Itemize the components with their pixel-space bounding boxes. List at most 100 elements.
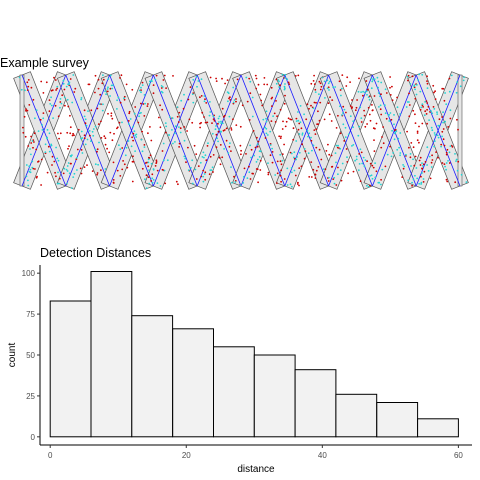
detection-point bbox=[264, 126, 266, 129]
animal-point bbox=[408, 104, 411, 106]
animal-point bbox=[430, 161, 433, 164]
detection-point bbox=[253, 154, 256, 157]
detection-point bbox=[228, 115, 231, 118]
animal-point bbox=[324, 168, 327, 171]
animal-point bbox=[208, 173, 211, 176]
detection-point bbox=[410, 165, 412, 167]
detection-point bbox=[46, 137, 48, 140]
animal-point bbox=[87, 83, 90, 86]
animal-point bbox=[143, 115, 146, 117]
detection-point bbox=[161, 91, 164, 94]
detection-point bbox=[332, 86, 335, 88]
animal-point bbox=[35, 176, 38, 179]
animal-point bbox=[218, 156, 221, 159]
animal-point bbox=[100, 137, 103, 139]
detection-point bbox=[395, 130, 398, 133]
animal-point bbox=[119, 101, 122, 104]
detection-point bbox=[386, 153, 389, 156]
animal-point bbox=[319, 101, 322, 104]
detection-point bbox=[242, 182, 245, 184]
animal-point bbox=[443, 144, 446, 147]
animal-point bbox=[113, 132, 115, 135]
animal-point bbox=[273, 112, 276, 115]
animal-point bbox=[292, 127, 295, 130]
detection-point bbox=[377, 80, 380, 83]
animal-point bbox=[252, 130, 255, 132]
detection-point bbox=[50, 104, 53, 107]
detection-point bbox=[318, 93, 320, 96]
animal-point bbox=[431, 154, 433, 157]
detection-point bbox=[178, 126, 180, 128]
animal-point bbox=[248, 77, 251, 80]
animal-point bbox=[252, 172, 255, 175]
detection-point bbox=[211, 132, 214, 135]
animal-point bbox=[229, 99, 232, 101]
animal-point bbox=[45, 81, 48, 84]
animal-point bbox=[442, 138, 445, 141]
detection-point bbox=[190, 166, 192, 169]
detection-point bbox=[293, 151, 296, 154]
animal-point bbox=[128, 112, 131, 115]
animal-point bbox=[345, 111, 347, 114]
detection-point bbox=[88, 130, 91, 132]
detection-point bbox=[303, 113, 305, 116]
animal-point bbox=[131, 180, 134, 183]
animal-point bbox=[35, 148, 38, 151]
histogram-bar bbox=[294, 369, 337, 438]
animal-point bbox=[313, 101, 316, 104]
detection-point bbox=[265, 117, 267, 120]
detection-point bbox=[399, 154, 401, 157]
detection-point bbox=[369, 175, 371, 177]
animal-point bbox=[25, 108, 27, 111]
detection-point bbox=[431, 129, 434, 132]
animal-point bbox=[209, 155, 212, 158]
animal-point bbox=[96, 172, 99, 174]
animal-point bbox=[83, 109, 86, 112]
animal-point bbox=[419, 156, 422, 159]
histogram-bar bbox=[335, 393, 378, 438]
animal-point bbox=[356, 99, 358, 101]
detection-point bbox=[424, 101, 426, 103]
detection-point bbox=[80, 97, 83, 99]
animal-point bbox=[150, 139, 153, 142]
animal-point bbox=[337, 114, 339, 117]
animal-point bbox=[457, 160, 460, 163]
detection-point bbox=[25, 164, 28, 166]
animal-point bbox=[382, 142, 385, 145]
animal-point bbox=[325, 150, 328, 152]
animal-point bbox=[270, 86, 273, 89]
animal-point bbox=[73, 134, 75, 137]
animal-point bbox=[217, 130, 220, 133]
animal-point bbox=[224, 82, 227, 85]
detection-point bbox=[276, 93, 279, 96]
animal-point bbox=[212, 171, 214, 173]
animal-point bbox=[99, 93, 102, 96]
animal-point bbox=[58, 177, 61, 180]
detection-point bbox=[271, 147, 273, 150]
x-ticks: 0 20 40 60 bbox=[48, 445, 463, 460]
animal-point bbox=[441, 116, 443, 118]
animal-point bbox=[287, 117, 290, 120]
detection-point bbox=[265, 132, 268, 135]
animal-point bbox=[335, 184, 338, 186]
animal-point bbox=[42, 92, 45, 94]
histogram-bar bbox=[90, 271, 133, 438]
detection-point bbox=[87, 110, 89, 112]
detection-point bbox=[463, 76, 465, 79]
animal-point bbox=[178, 111, 181, 114]
detection-point bbox=[445, 168, 447, 171]
animal-point bbox=[47, 145, 50, 148]
detection-point bbox=[216, 137, 219, 140]
animal-point bbox=[172, 75, 174, 77]
detection-point bbox=[433, 132, 436, 134]
animal-point bbox=[73, 91, 76, 93]
detection-point bbox=[70, 155, 72, 158]
animal-point bbox=[147, 165, 150, 168]
detection-point bbox=[200, 78, 203, 81]
animal-point bbox=[141, 130, 144, 133]
animal-point bbox=[371, 164, 374, 167]
animal-point bbox=[195, 178, 198, 180]
detection-point bbox=[123, 97, 125, 100]
animal-point bbox=[300, 165, 303, 168]
animal-point bbox=[42, 112, 45, 114]
